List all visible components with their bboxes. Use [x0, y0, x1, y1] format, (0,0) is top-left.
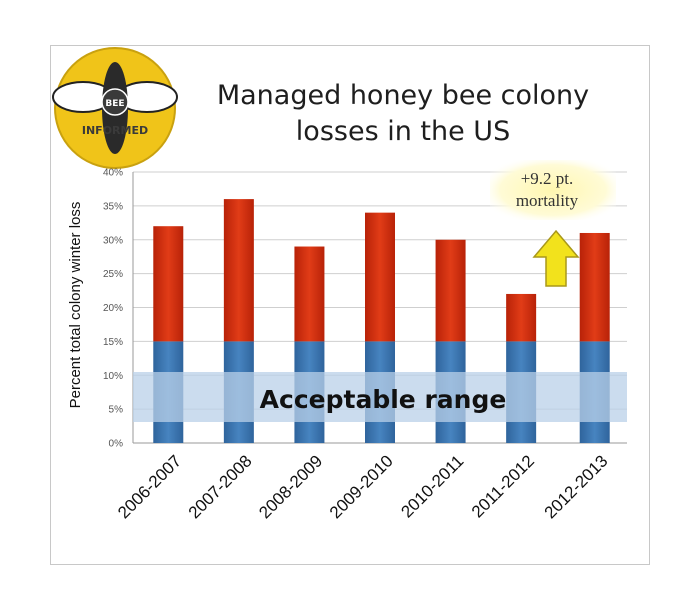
bee-head-icon [101, 88, 129, 116]
callout-glow [490, 160, 616, 220]
bar-excess-segment [223, 199, 254, 342]
x-tick-labels: 2006-2007 2007-2008 2008-2009 2009-2010 2010… [114, 451, 611, 522]
acceptable-range-band [133, 372, 627, 422]
y-tick-label: 5% [109, 405, 124, 416]
x-tick-label: 2008-2009 [255, 451, 326, 522]
y-tick-label: 15% [103, 337, 123, 348]
y-tick-label: 10% [103, 371, 123, 382]
acceptable-range-label: Acceptable range [260, 385, 507, 414]
y-axis-label: Percent total colony winter loss [67, 202, 84, 409]
logo-top-text: BEE [105, 99, 124, 109]
x-tick-label: 2006-2007 [114, 451, 185, 522]
x-tick-label: 2010-2011 [397, 451, 467, 521]
bar-excess-segment [506, 293, 537, 342]
bar-excess-segment [435, 239, 466, 342]
y-tick-label: 0% [109, 439, 124, 450]
x-tick-label: 2011-2012 [468, 451, 538, 521]
x-tick-label: 2007-2008 [185, 451, 256, 522]
logo-bottom-text: INFORMED [82, 124, 148, 137]
y-tick-label: 35% [103, 201, 123, 212]
bar-excess-segment [579, 232, 610, 342]
y-tick-label: 20% [103, 303, 123, 314]
y-tick-label: 40% [103, 168, 123, 179]
bar-excess-segment [153, 226, 184, 342]
bar-excess-segment [294, 246, 325, 342]
x-tick-label: 2009-2010 [326, 451, 397, 522]
y-tick-labels: 0% 5% 10% 15% 20% 25% 30% 35% 40% [103, 168, 123, 450]
chart-title-line2: losses in the US [296, 116, 510, 147]
bee-informed-logo: BEE INFORMED [52, 47, 178, 169]
y-tick-label: 30% [103, 235, 123, 246]
up-arrow-icon [532, 229, 580, 287]
x-tick-label: 2012-2013 [541, 451, 612, 522]
bar-excess-segment [365, 212, 395, 342]
callout-line1: +9.2 pt. [521, 169, 574, 188]
y-tick-label: 25% [103, 269, 123, 280]
chart-title-line1: Managed honey bee colony [217, 80, 589, 111]
callout-line2: mortality [516, 191, 579, 210]
